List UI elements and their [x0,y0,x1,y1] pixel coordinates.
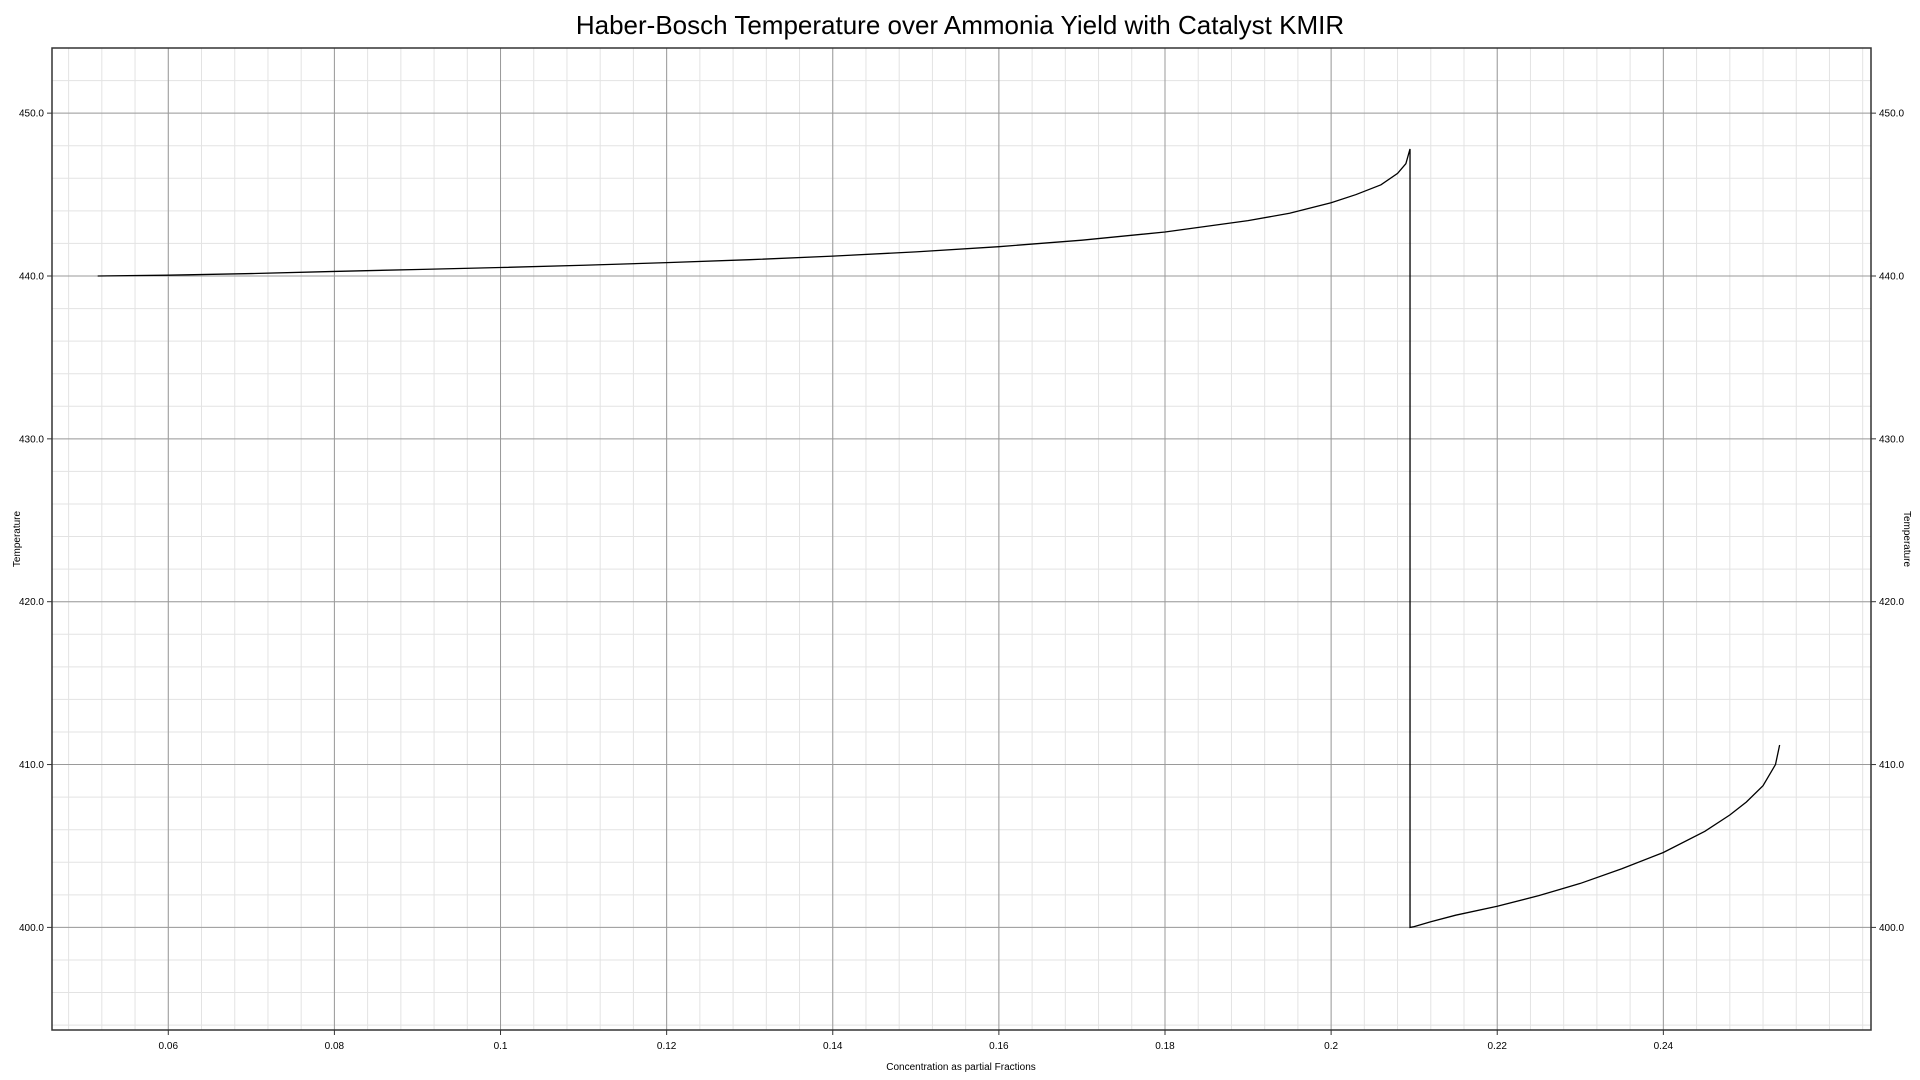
y-tick-labels-left: 400.0 410.0 420.0 430.0 440.0 450.0 [19,109,44,934]
x-tick-label: 0.18 [1155,1041,1175,1052]
y-axis-title-left: Temperature [12,510,23,567]
x-tick-label: 0.16 [989,1041,1009,1052]
y-tick-label-right: 450.0 [1879,109,1904,120]
minor-grid [52,48,1871,1030]
y-tick-labels-right: 400.0 410.0 420.0 430.0 440.0 450.0 [1879,109,1904,934]
y-axis-title-right: Temperature [1901,511,1912,568]
x-tick-label: 0.2 [1324,1041,1338,1052]
y-tick-label-right: 420.0 [1879,597,1904,608]
y-tick-label-right: 410.0 [1879,760,1904,771]
chart-title: Haber-Bosch Temperature over Ammonia Yie… [575,10,1345,40]
temperature-series-line [97,148,1781,929]
y-tick-label-right: 400.0 [1879,923,1904,934]
x-tick-label: 0.24 [1654,1041,1674,1052]
x-axis-title: Concentration as partial Fractions [886,1062,1036,1073]
x-tick-label: 0.06 [159,1041,179,1052]
major-grid [52,48,1871,1030]
y-tick-label-left: 450.0 [19,109,44,120]
x-tick-label: 0.12 [657,1041,677,1052]
x-tick-label: 0.14 [823,1041,843,1052]
plot-frame [51,47,1872,1031]
x-tick-labels: 0.06 0.08 0.1 0.12 0.14 0.16 0.18 0.2 0.22 0.24 [159,1041,1674,1052]
y-tick-label-left: 410.0 [19,760,44,771]
axis-ticks [47,112,1876,1035]
x-tick-label: 0.1 [494,1041,508,1052]
x-tick-label: 0.22 [1487,1041,1507,1052]
y-tick-label-right: 430.0 [1879,434,1904,445]
x-tick-label: 0.08 [325,1041,345,1052]
y-tick-label-left: 400.0 [19,923,44,934]
y-tick-label-left: 430.0 [19,434,44,445]
y-tick-label-right: 440.0 [1879,271,1904,282]
y-tick-label-left: 440.0 [19,271,44,282]
y-tick-label-left: 420.0 [19,597,44,608]
